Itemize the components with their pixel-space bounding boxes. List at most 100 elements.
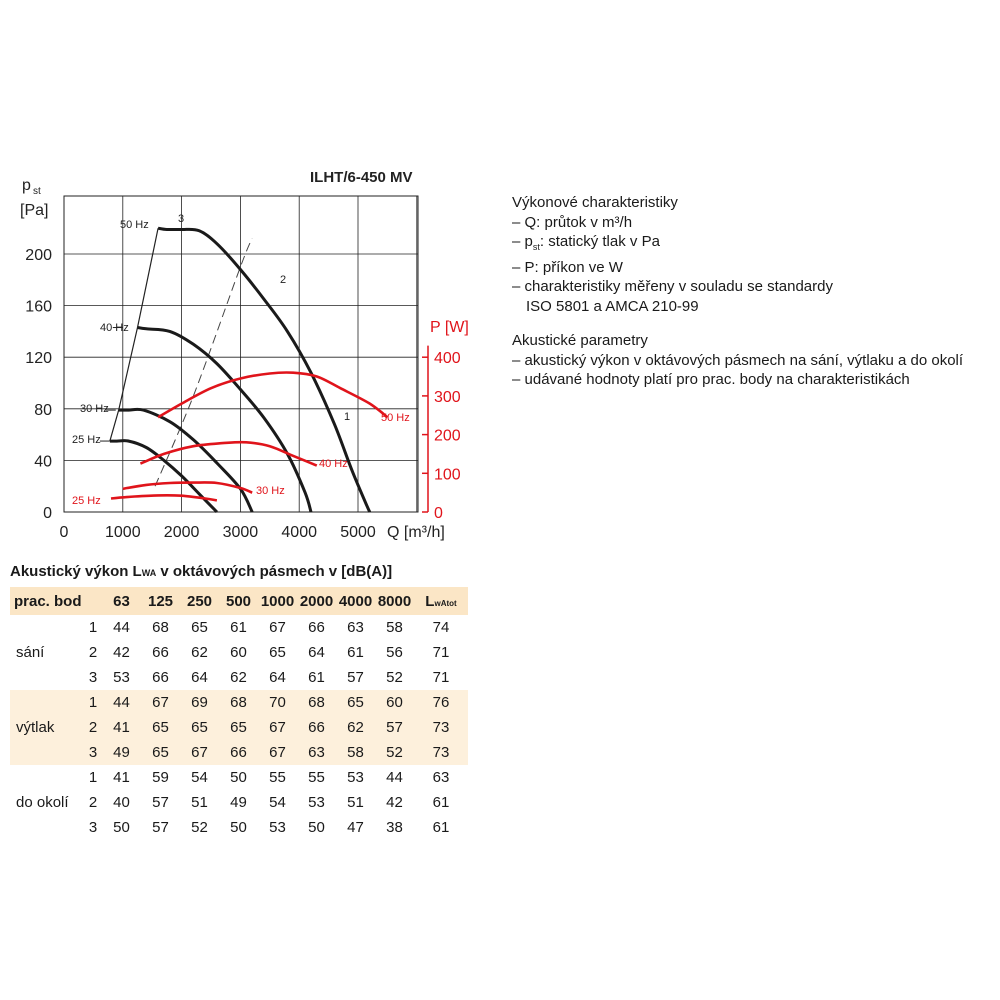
group-label (10, 740, 84, 765)
table-row: 3 49 65 67 66 67 63 58 52 73 (10, 740, 468, 765)
total-value: 71 (432, 669, 450, 686)
table-row: 3 50 57 52 50 53 50 47 38 61 (10, 815, 468, 840)
band-value: 68 (152, 619, 169, 636)
band-value: 67 (141, 690, 180, 715)
band-value: 58 (336, 740, 375, 765)
y-left-tick-label: 0 (43, 505, 52, 522)
header-band: 1000 (258, 587, 297, 615)
chart-grid (63, 195, 429, 513)
total-value: 73 (414, 740, 468, 765)
band-value: 63 (297, 740, 336, 765)
band-value: 68 (297, 690, 336, 715)
point-number: 3 (88, 669, 98, 686)
y-right-tick-label: 200 (434, 428, 461, 445)
group-label (10, 815, 84, 840)
band-value: 53 (113, 669, 130, 686)
total-value: 61 (432, 794, 450, 811)
point-number: 1 (88, 619, 98, 636)
band-value: 54 (191, 769, 208, 786)
x-tick-label: 3000 (223, 524, 259, 541)
header-total-main: L (425, 592, 435, 610)
acoustic-heading: Akustické parametry (512, 332, 648, 349)
band-value: 44 (386, 769, 403, 786)
plot-frame (63, 195, 419, 513)
point-number: 1 (84, 690, 102, 715)
pressure-freq-label: 30 Hz (80, 403, 109, 415)
band-value: 65 (141, 740, 180, 765)
band-value: 55 (269, 769, 286, 786)
band-value: 50 (230, 819, 247, 836)
table-row: 1 44 68 65 61 67 66 63 58 74 (10, 615, 468, 640)
band-value: 62 (191, 644, 208, 661)
y-left-label-sub: st (33, 186, 41, 197)
total-value: 63 (432, 769, 450, 786)
chart-curves (99, 226, 389, 514)
table-row: 1 44 67 69 68 70 68 65 60 76 (10, 690, 468, 715)
band-value: 57 (375, 715, 414, 740)
band-value: 51 (191, 794, 208, 811)
band-value: 38 (386, 819, 403, 836)
band-value: 70 (258, 690, 297, 715)
band-value: 53 (308, 794, 325, 811)
band-value: 66 (308, 619, 325, 636)
power-freq-label: 40 Hz (319, 458, 348, 470)
group-label (10, 615, 84, 640)
power-curve-25hz (110, 493, 218, 502)
band-value: 52 (386, 669, 403, 686)
total-value: 73 (414, 715, 468, 740)
power-freq-label: 50 Hz (381, 412, 410, 424)
pressure-curve-25hz (109, 439, 218, 514)
band-value: 66 (152, 669, 169, 686)
performance-line-pst: – pst: statický tlak v Pa (512, 232, 833, 258)
header-total-sub: wAtot (434, 598, 457, 608)
band-value: 59 (152, 769, 169, 786)
band-value: 65 (141, 715, 180, 740)
band-value: 69 (180, 690, 219, 715)
band-value: 56 (386, 644, 403, 661)
band-value: 64 (308, 644, 325, 661)
band-value: 65 (191, 619, 208, 636)
band-value: 63 (347, 619, 364, 636)
band-value: 60 (230, 644, 247, 661)
band-value: 50 (113, 819, 130, 836)
point-number: 1 (88, 769, 98, 786)
power-curve-30hz (122, 481, 253, 494)
band-value: 40 (113, 794, 130, 811)
band-value: 51 (347, 794, 364, 811)
header-band: 500 (219, 587, 258, 615)
header-total: LwAtot (414, 587, 468, 615)
band-value: 44 (102, 690, 141, 715)
working-point-label: 1 (344, 411, 350, 423)
band-value: 60 (375, 690, 414, 715)
y-left-tick-label: 40 (34, 453, 52, 470)
band-value: 49 (102, 740, 141, 765)
header-prac-bod: prac. bod (10, 587, 102, 615)
band-value: 67 (269, 619, 286, 636)
band-value: 58 (386, 619, 403, 636)
band-value: 42 (113, 644, 130, 661)
band-value: 44 (113, 619, 130, 636)
x-tick-label: 1000 (105, 524, 141, 541)
acoustic-table-title: Akustický výkon LWA v oktávových pásmech… (10, 563, 392, 580)
band-value: 50 (308, 819, 325, 836)
total-value: 71 (432, 644, 450, 661)
x-tick-label: 2000 (164, 524, 200, 541)
acoustic-table: prac. bod 63 125 250 500 1000 2000 4000 … (10, 587, 468, 840)
band-value: 50 (230, 769, 247, 786)
band-value: 62 (336, 715, 375, 740)
header-band: 2000 (297, 587, 336, 615)
band-value: 41 (113, 769, 130, 786)
performance-line-p: – P: příkon ve W (512, 258, 623, 276)
x-tick-label: 0 (60, 524, 69, 541)
band-value: 62 (230, 669, 247, 686)
group-label (10, 690, 84, 715)
total-value: 74 (432, 619, 450, 636)
group-label: výtlak (10, 715, 84, 740)
pst-desc: : statický tlak v Pa (539, 233, 660, 250)
power-curve-40hz (139, 440, 318, 467)
acoustic-line-2: – udávané hodnoty platí pro prac. body n… (512, 371, 910, 388)
total-value: 76 (414, 690, 468, 715)
x-tick-label: 4000 (281, 524, 317, 541)
y-right-tick-label: 400 (434, 350, 461, 367)
band-value: 42 (386, 794, 403, 811)
